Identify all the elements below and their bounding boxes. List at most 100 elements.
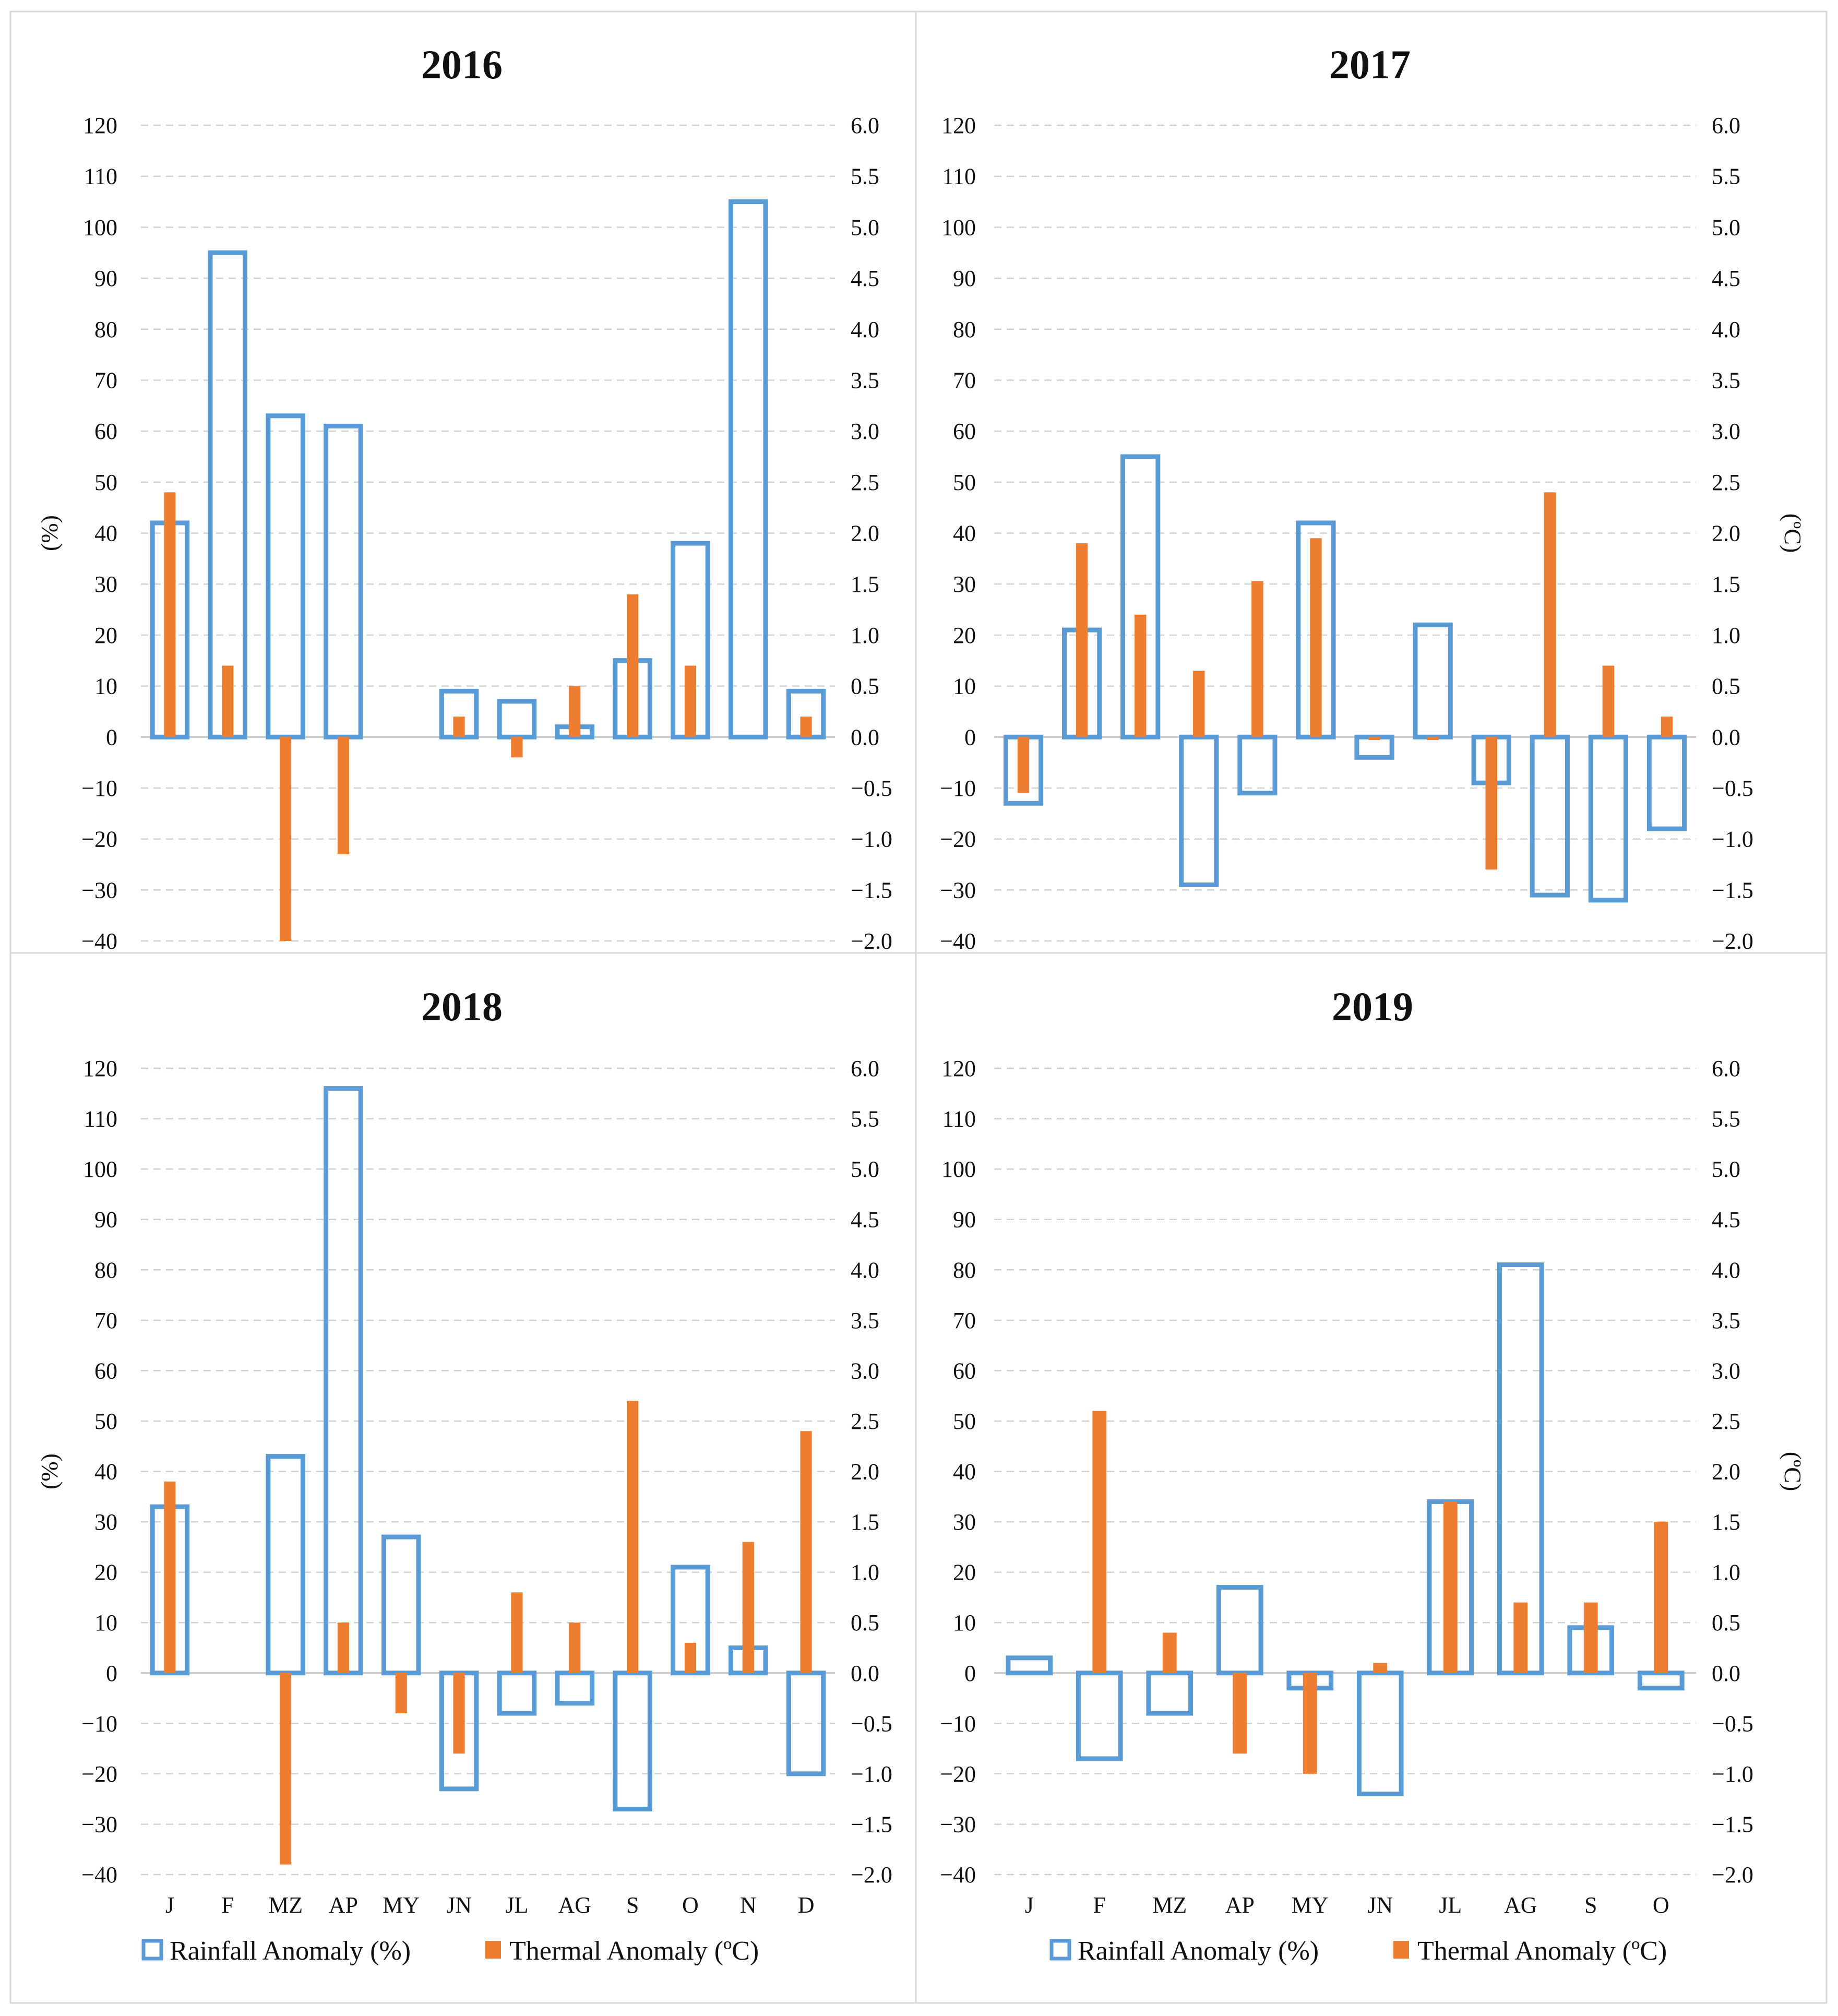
panel-2019-left-tick-label: 60 — [953, 1358, 976, 1383]
panel-2017-thermal-bar-J — [1017, 737, 1030, 793]
panel-2019-left-tick-label: 40 — [953, 1459, 976, 1485]
panel-2019-category-label: O — [1653, 1892, 1669, 1918]
panel-2017-thermal-bar-S — [1485, 737, 1497, 870]
panel-2019-right-tick-label: 0.5 — [1712, 1610, 1740, 1636]
panel-2016-left-tick-label: 0 — [106, 724, 117, 750]
panel-2016-rainfall-bar-F — [208, 250, 247, 739]
panel-2018-legend-thermal-label: Thermal Anomaly (ºC) — [509, 1936, 759, 1966]
panel-2019-left-tick-label: 10 — [953, 1610, 976, 1636]
panel-2016-left-tick-label: 110 — [84, 164, 117, 189]
panel-2019-title: 2019 — [1332, 984, 1413, 1029]
panel-2016-left-axis-label: (%) — [36, 515, 63, 551]
panel-2018-left-tick-label: 20 — [94, 1560, 117, 1585]
panel-2018-thermal-bar-MZ — [280, 1673, 292, 1865]
panel-2017-left-tick-label: 0 — [964, 724, 976, 750]
panel-2018-thermal-bar-MY — [395, 1673, 407, 1713]
panel-2018-left-tick-label: 40 — [94, 1459, 117, 1485]
panel-2018-thermal-bar-AG — [569, 1623, 581, 1673]
panel-2016-thermal-bar-AP — [337, 737, 349, 854]
panel-2017-rainfall-bar-MY — [1237, 734, 1278, 796]
panel-2017-right-tick-label: −1.0 — [1712, 827, 1753, 852]
panel-2019-category-label: AG — [1504, 1892, 1537, 1918]
panel-2016-left-tick-label: −10 — [81, 776, 117, 801]
panel-2018-category-label: JL — [505, 1892, 528, 1918]
panel-2019-thermal-bar-S — [1583, 1602, 1598, 1673]
panel-2016-right-tick-label: 6.0 — [851, 113, 879, 138]
panel-2016-right-tick-label: 1.5 — [851, 571, 879, 597]
panel-2017-right-tick-label: 6.0 — [1712, 113, 1740, 138]
panel-2019-left-tick-label: 90 — [953, 1207, 976, 1233]
panel-2019-left-tick-label: 100 — [941, 1156, 976, 1182]
panel-2018-left-tick-label: 110 — [84, 1106, 117, 1132]
panel-2018-right-tick-label: 5.0 — [851, 1156, 879, 1182]
panel-2016-left-tick-label: 80 — [94, 317, 117, 342]
panel-2019-category-label: J — [1025, 1892, 1034, 1918]
panel-2016-right-tick-label: 2.5 — [851, 470, 879, 495]
panel-2018-right-tick-label: 1.5 — [851, 1509, 879, 1535]
panel-2016-thermal-bar-J — [164, 492, 176, 737]
panel-2016-left-tick-label: 50 — [94, 470, 117, 495]
panel-2018-left-tick-label: 30 — [94, 1509, 117, 1535]
panel-2017-left-tick-label: −20 — [940, 827, 976, 852]
panel-2016-thermal-bar-JN — [453, 717, 465, 737]
panel-2016-left-tick-label: 100 — [83, 214, 117, 240]
panel-2018-category-label: O — [682, 1892, 699, 1918]
panel-2018-rainfall-bar-AP — [324, 1086, 363, 1676]
panel-2018-right-tick-label: 4.0 — [851, 1257, 879, 1283]
panel-2018-left-tick-label: −30 — [81, 1811, 117, 1837]
panel-2017-left-tick-label: 110 — [942, 164, 976, 189]
panel-2017-thermal-bar-D — [1661, 717, 1673, 737]
panel-2019-legend-rainfall-label: Rainfall Anomaly (%) — [1078, 1936, 1319, 1966]
panel-2017-right-axis-label: (ºC) — [1780, 514, 1806, 553]
panel-2019-left-tick-label: 20 — [953, 1560, 976, 1585]
panel-2019-category-label: JL — [1439, 1892, 1462, 1918]
panel-2019-right-tick-label: 1.0 — [1712, 1560, 1740, 1585]
panel-2016-left-tick-label: 70 — [94, 367, 117, 393]
panel-2016-left-tick-label: 120 — [83, 113, 117, 138]
panel-2018-right-tick-label: 3.0 — [851, 1358, 879, 1383]
panel-2018-left-tick-label: 60 — [94, 1358, 117, 1383]
panel-2018-right-tick-label: −2.0 — [851, 1862, 892, 1888]
panel-2018-right-tick-label: 0.0 — [851, 1661, 879, 1686]
panel-2019-left-tick-label: 110 — [942, 1106, 976, 1132]
panel-2016-right-tick-label: −0.5 — [851, 776, 892, 801]
panel-2018-category-label: S — [626, 1892, 639, 1918]
panel-2017-left-tick-label: 100 — [941, 214, 976, 240]
panel-2019-legend-rainfall-swatch — [1049, 1939, 1071, 1961]
panel-2018-right-tick-label: −1.0 — [851, 1761, 892, 1787]
panel-2018-rainfall-bar-JL — [497, 1671, 537, 1716]
panel-2017-left-tick-label: 70 — [953, 367, 976, 393]
panel-2019-legend-thermal-swatch — [1393, 1941, 1409, 1959]
panel-2019-category-label: AP — [1225, 1892, 1255, 1918]
panel-2019-thermal-bar-O — [1654, 1522, 1668, 1673]
panel-2017-left-tick-label: 10 — [953, 674, 976, 699]
panel-2017-left-tick-label: 30 — [953, 571, 976, 597]
panel-2016-left-tick-label: 40 — [94, 521, 117, 546]
panel-2016-right-tick-label: −2.0 — [851, 928, 892, 954]
panel-2018-right-tick-label: 1.0 — [851, 1560, 879, 1585]
panel-2018-right-tick-label: 3.5 — [851, 1308, 879, 1333]
figure-border — [9, 10, 1828, 2004]
panel-2017-rainfall-bar-O — [1530, 734, 1570, 898]
panel-2017-thermal-bar-MZ — [1135, 614, 1147, 737]
panel-2019-rainfall-bar-JN — [1356, 1671, 1404, 1796]
panel-2018-left-tick-label: −10 — [81, 1711, 117, 1736]
panel-2016-rainfall-bar-JL — [497, 699, 537, 739]
panel-2019-right-tick-label: −0.5 — [1712, 1711, 1753, 1736]
panel-2018-right-tick-label: 6.0 — [851, 1056, 879, 1081]
panel-2019-thermal-bar-JN — [1373, 1663, 1388, 1673]
panel-2019-left-tick-label: 0 — [964, 1661, 976, 1686]
panel-2019-thermal-bar-MY — [1303, 1673, 1317, 1774]
panel-2019-right-tick-label: 4.0 — [1712, 1257, 1740, 1283]
panel-2019-category-label: S — [1584, 1892, 1597, 1918]
panel-2017-right-tick-label: 5.5 — [1712, 164, 1740, 189]
panel-2018-rainfall-bar-MY — [381, 1534, 421, 1676]
panel-2017-left-tick-label: 40 — [953, 521, 976, 546]
panel-2018-legend-rainfall-swatch — [141, 1939, 163, 1961]
panel-2016-right-tick-label: 5.0 — [851, 214, 879, 240]
panel-2017-thermal-bar-F — [1076, 543, 1088, 737]
panel-2018-thermal-bar-J — [164, 1481, 176, 1673]
panel-2017-left-tick-label: 50 — [953, 470, 976, 495]
panel-2019-left-tick-label: 50 — [953, 1409, 976, 1434]
